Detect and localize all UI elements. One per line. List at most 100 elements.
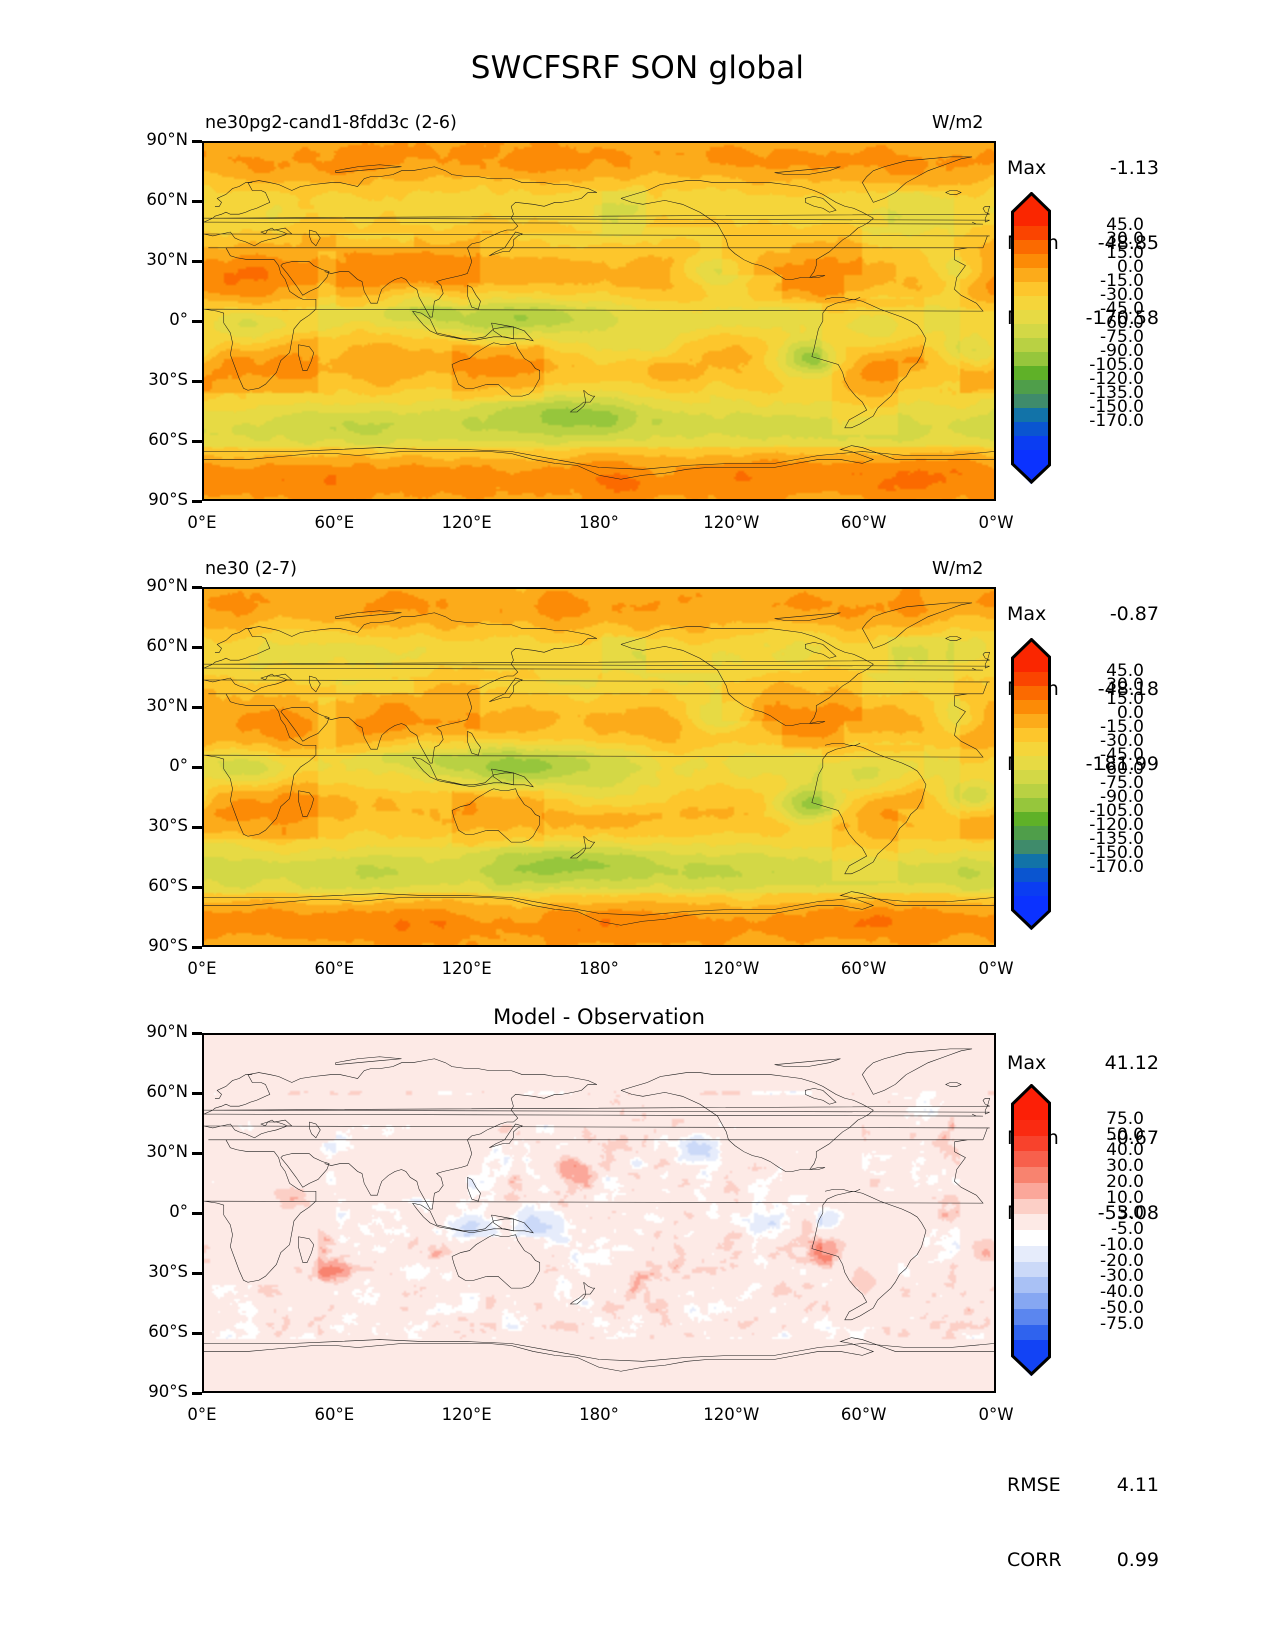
xtick-label-difference: 180° [579,1405,619,1424]
panel-test-units: W/m2 [932,113,984,133]
xtick-label-test: 120°E [441,513,492,532]
colorbar-difference-tick-label: 40.0 [1106,1140,1144,1161]
ytick-mark [192,380,202,383]
ytick-mark [192,1152,202,1155]
ytick-label-test: 60°S [148,430,188,449]
ytick-mark [192,260,202,263]
ytick-label-difference: 60°S [148,1322,188,1341]
colorbar-reference-segment [1014,686,1048,701]
colorbar-reference-segment [1014,728,1048,743]
stat-label-max: Max [1007,157,1047,179]
panel-difference-skill: RMSE 4.11 CORR 0.99 [1007,1423,1159,1623]
xtick-label-test: 180° [579,513,619,532]
ytick-label-reference: 0° [169,756,188,775]
colorbar-reference-tick-label: -120.0 [1089,815,1144,835]
xtick-label-difference: 120°W [703,1405,760,1424]
colorbar-test-segment [1014,436,1048,451]
panel-reference-max: -0.87 [1109,603,1159,625]
colorbar-reference-segment [1014,896,1048,911]
colorbar-reference-tick-label: -150.0 [1089,843,1144,863]
colorbar-test-segment [1014,352,1048,367]
colorbar-reference-segment [1014,812,1048,827]
colorbar-difference-segment [1014,1230,1048,1247]
ytick-label-test: 90°S [148,490,188,509]
colorbar-reference-tick-label: -30.0 [1100,731,1144,751]
colorbar-difference-segment [1014,1245,1048,1263]
colorbar-test-segment [1014,240,1048,255]
ytick-mark [192,586,202,589]
colorbar-reference-segment [1014,714,1048,729]
map-difference-field [204,1035,994,1391]
colorbar-test-segment [1014,254,1048,269]
colorbar-test-tick-label: -60.0 [1100,313,1144,333]
colorbar-difference-segment [1014,1182,1048,1200]
colorbar-test-segment [1014,282,1048,297]
field-canvas [204,143,994,499]
panel-reference-mean: -48.18 [1097,678,1159,700]
colorbar-difference-segment [1014,1151,1048,1168]
xtick-label-reference: 60°E [314,959,355,978]
colorbar-reference-tick-label: 15.0 [1106,689,1144,709]
xtick-label-reference: 60°W [840,959,887,978]
colorbar-test-segment [1014,296,1048,311]
colorbar-reference-tick-label: -75.0 [1100,773,1144,793]
stat-label-max: Max [1007,1052,1047,1074]
colorbar-test-tick-label: -30.0 [1100,285,1144,305]
colorbar-test-segment [1014,380,1048,395]
ytick-mark [192,140,202,143]
colorbar-difference-segment [1014,1293,1048,1310]
xtick-label-reference: 120°W [703,959,760,978]
xtick-label-test: 60°E [314,513,355,532]
colorbar-difference-segment [1014,1261,1048,1278]
xtick-label-test: 0°E [187,513,217,532]
colorbar-test-tick-label: -15.0 [1100,271,1144,291]
colorbar-reference-segment [1014,756,1048,771]
stat-label-max: Max [1007,603,1047,625]
xtick-label-difference: 0°W [978,1405,1014,1424]
colorbar-reference-segment [1014,770,1048,785]
panel-difference-mean: -0.67 [1109,1127,1159,1149]
colorbar-test-tick-label: -170.0 [1089,411,1144,431]
ytick-mark [192,500,202,503]
panel-reference-units: W/m2 [932,559,984,579]
colorbar-difference-segment [1014,1104,1048,1121]
colorbar-test-tick-label: -120.0 [1089,369,1144,389]
colorbar-test-tick-label: -75.0 [1100,327,1144,347]
colorbar-reference-segment [1014,672,1048,687]
panel-test-mean: -48.85 [1097,232,1159,254]
ytick-label-difference: 30°N [146,1142,188,1161]
ytick-mark [192,826,202,829]
stat-label-rmse: RMSE [1007,1474,1061,1496]
ytick-mark [192,200,202,203]
map-reference [202,587,996,947]
map-test-field [204,143,994,499]
map-test [202,141,996,501]
colorbar-test-segment [1014,408,1048,423]
xtick-label-reference: 0°W [978,959,1014,978]
colorbar-difference-segment [1014,1135,1048,1152]
ytick-label-difference: 90°S [148,1382,188,1401]
colorbar-reference-segment [1014,854,1048,869]
colorbar-test-segment [1014,338,1048,353]
ytick-label-reference: 90°S [148,936,188,955]
colorbar-difference-segment [1014,1324,1048,1341]
ytick-mark [192,1092,202,1095]
colorbar-reference-tick-label: 0.0 [1116,703,1144,723]
xtick-label-difference: 60°E [314,1405,355,1424]
ytick-label-difference: 90°N [146,1022,188,1041]
colorbar-reference-tick-label: -90.0 [1100,787,1144,807]
figure-title: SWCFSRF SON global [470,50,805,86]
colorbar-reference-tick-label: -45.0 [1100,745,1144,765]
ytick-label-reference: 90°N [146,576,188,595]
colorbar-test-tick-label: -90.0 [1100,341,1144,361]
colorbar-difference-tick-label: -20.0 [1100,1250,1144,1271]
colorbar-difference-tick-label: 5.0 [1116,1203,1144,1224]
ytick-label-difference: 60°N [146,1082,188,1101]
colorbar-test-segment [1014,212,1048,227]
panel-difference-min: -53.08 [1097,1202,1159,1224]
colorbar-difference-segment [1014,1277,1048,1294]
colorbar-difference-segment [1014,1340,1048,1357]
panel-reference-min: -181.99 [1085,753,1159,775]
colorbar-test-segment [1014,226,1048,241]
